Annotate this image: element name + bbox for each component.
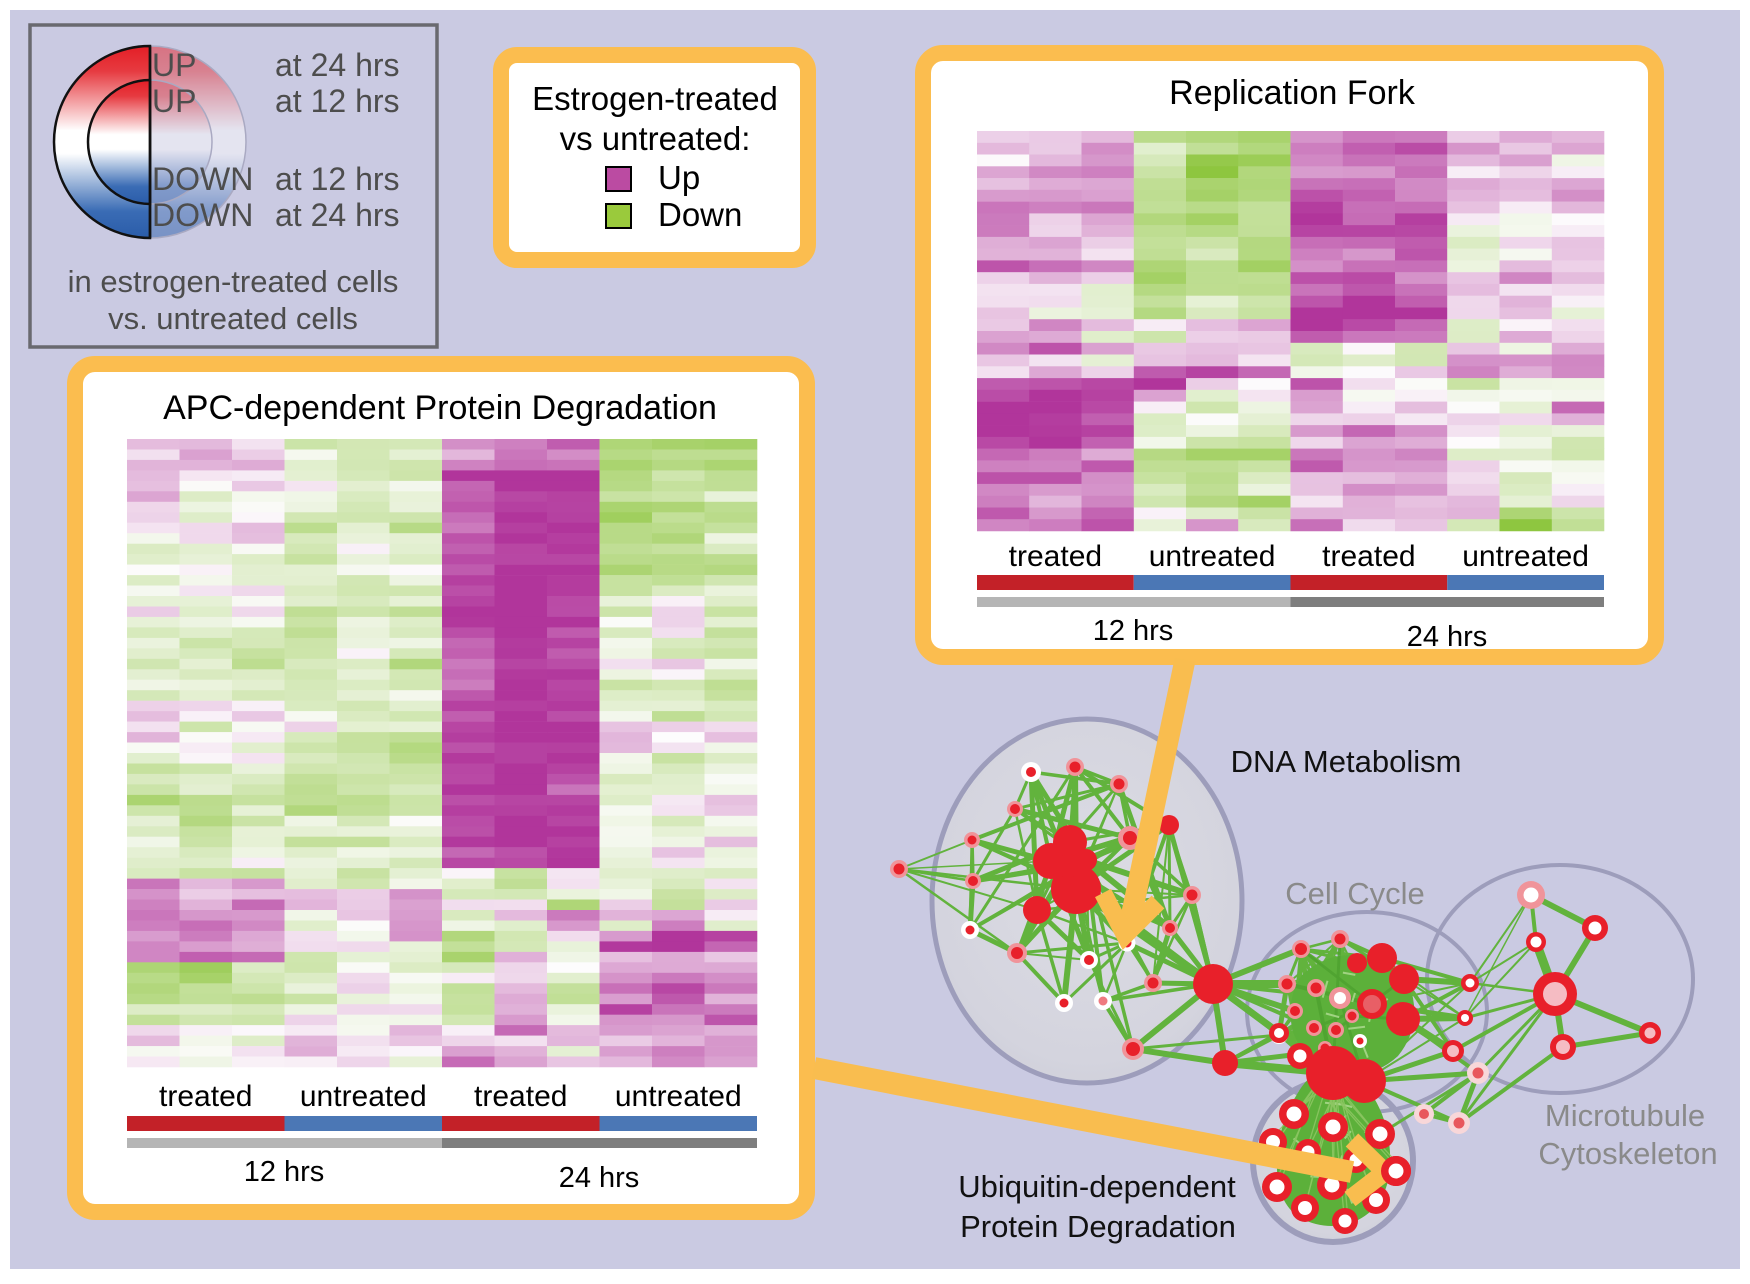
svg-text:12 hrs: 12 hrs <box>244 1156 325 1188</box>
svg-text:in estrogen-treated cells: in estrogen-treated cells <box>68 264 399 299</box>
svg-text:Down: Down <box>658 196 742 233</box>
svg-text:vs untreated:: vs untreated: <box>560 120 751 157</box>
svg-text:treated: treated <box>1009 540 1102 573</box>
svg-text:at 24 hrs: at 24 hrs <box>275 197 400 233</box>
svg-text:Microtubule: Microtubule <box>1545 1098 1705 1133</box>
svg-text:Up: Up <box>658 159 700 196</box>
svg-text:Ubiquitin-dependent: Ubiquitin-dependent <box>958 1169 1236 1204</box>
svg-text:Cell Cycle: Cell Cycle <box>1285 876 1425 911</box>
svg-text:24 hrs: 24 hrs <box>1407 621 1488 653</box>
svg-text:Estrogen-treated: Estrogen-treated <box>532 80 778 117</box>
svg-text:Cytoskeleton: Cytoskeleton <box>1538 1136 1717 1171</box>
svg-text:at 24 hrs: at 24 hrs <box>275 47 400 83</box>
svg-text:untreated: untreated <box>615 1080 742 1113</box>
svg-text:DOWN: DOWN <box>152 161 253 197</box>
svg-text:DOWN: DOWN <box>152 197 253 233</box>
svg-text:treated: treated <box>474 1080 567 1113</box>
svg-text:Replication Fork: Replication Fork <box>1169 74 1416 112</box>
svg-text:treated: treated <box>159 1080 252 1113</box>
svg-text:vs. untreated cells: vs. untreated cells <box>108 301 358 336</box>
svg-text:12 hrs: 12 hrs <box>1093 615 1174 647</box>
svg-text:APC-dependent Protein Degradat: APC-dependent Protein Degradation <box>163 389 717 427</box>
svg-text:UP: UP <box>152 83 196 119</box>
svg-text:24 hrs: 24 hrs <box>559 1162 640 1194</box>
svg-text:untreated: untreated <box>1149 540 1276 573</box>
svg-text:Protein Degradation: Protein Degradation <box>960 1209 1236 1244</box>
svg-text:DNA Metabolism: DNA Metabolism <box>1231 744 1462 779</box>
svg-text:untreated: untreated <box>1462 540 1589 573</box>
svg-text:treated: treated <box>1322 540 1415 573</box>
svg-text:at 12 hrs: at 12 hrs <box>275 161 400 197</box>
svg-text:at 12 hrs: at 12 hrs <box>275 83 400 119</box>
svg-text:UP: UP <box>152 47 196 83</box>
svg-text:untreated: untreated <box>300 1080 427 1113</box>
